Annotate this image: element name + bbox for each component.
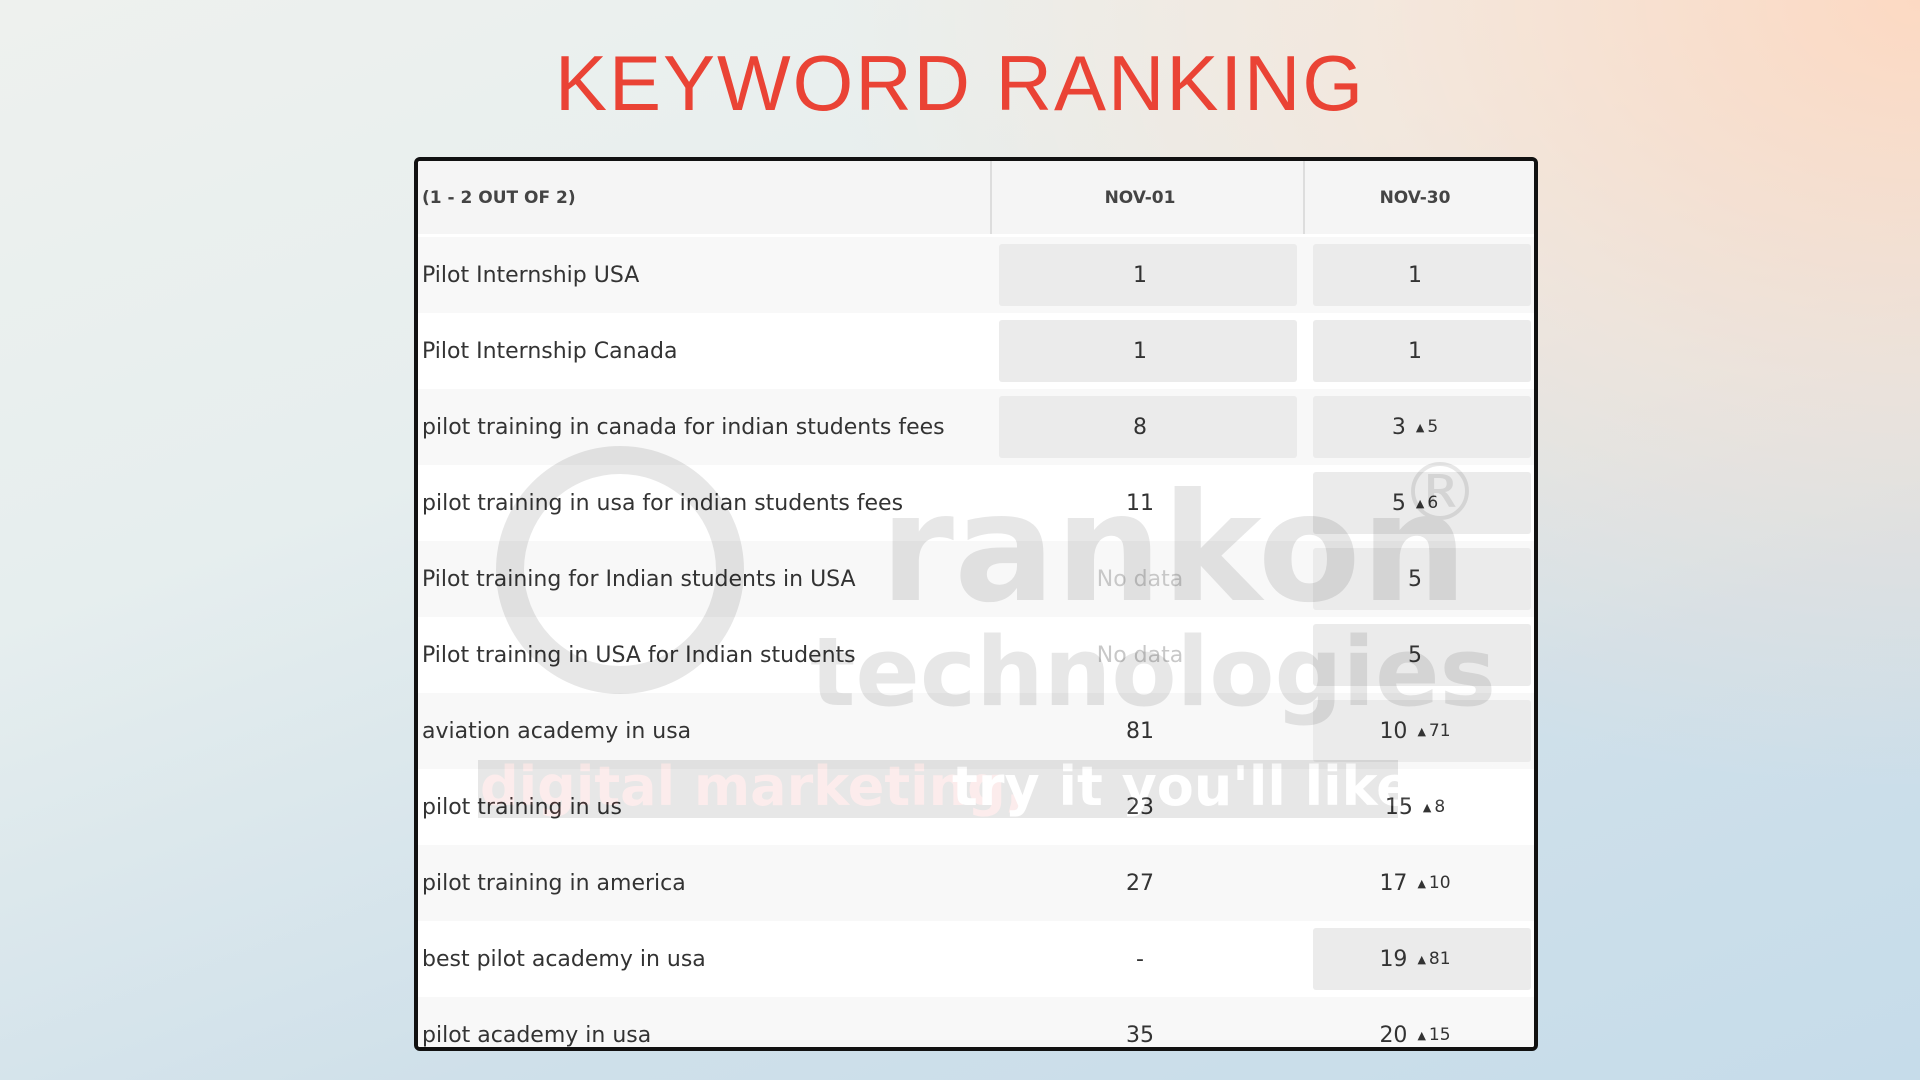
rank-cell-nov30: 1	[1304, 237, 1526, 313]
header-cell: NOV-30	[1379, 187, 1451, 208]
cell-highlight	[999, 320, 1297, 382]
rank-cell-nov30: 5	[1304, 541, 1526, 617]
cell-highlight	[1313, 244, 1531, 306]
keyword: Pilot training for Indian students in US…	[422, 566, 856, 592]
rank-nov01: 23	[1126, 794, 1154, 820]
rank-nov30: 1	[1408, 262, 1422, 288]
rank-change: 71	[1428, 721, 1451, 741]
cell-highlight	[1313, 548, 1531, 610]
change-arrow: ▲	[1417, 952, 1426, 966]
keyword: best pilot academy in usa	[422, 946, 706, 972]
change-arrow: ▲	[1415, 496, 1425, 510]
rank-change: 81	[1428, 949, 1451, 969]
rank-nov30: 3	[1391, 414, 1406, 440]
rank-cell-nov30: 1	[1304, 313, 1526, 389]
rank-nov01: 11	[1126, 490, 1154, 516]
page-title: KEYWORD RANKING	[554, 39, 1366, 127]
table-row: Pilot training in USA for Indian student…	[418, 617, 1534, 693]
change-arrow: ▲	[1417, 724, 1426, 738]
rank-nov01: 1	[1133, 262, 1147, 288]
rank-nov01: 1	[1133, 338, 1147, 364]
cell-highlight	[1313, 928, 1531, 990]
rank-nov01: 35	[1126, 1022, 1154, 1048]
table-row: pilot training in us 23 15 ▲ 8	[418, 769, 1534, 845]
rank-nov30: 15	[1384, 794, 1413, 820]
keyword: aviation academy in usa	[422, 718, 692, 744]
change-arrow: ▲	[1422, 800, 1432, 814]
rank-nov30: 1	[1408, 338, 1422, 364]
table-row: Pilot training for Indian students in US…	[418, 541, 1534, 617]
rank-nov30: 17	[1379, 870, 1408, 896]
rank-change: 10	[1428, 873, 1451, 893]
table-row: best pilot academy in usa - 19 ▲ 81	[418, 921, 1534, 997]
rank-nov30: 5	[1408, 566, 1422, 592]
rank-change: 6	[1427, 493, 1439, 513]
rank-nov30: 5	[1391, 490, 1406, 516]
rank-nov30: 19	[1379, 946, 1408, 972]
rank-cell-nov30: 15 ▲ 8	[1304, 769, 1526, 845]
rank-nov30: 5	[1408, 642, 1422, 668]
table-row: pilot academy in usa 35 20 ▲ 15	[418, 997, 1534, 1048]
keyword: Pilot training in USA for Indian student…	[422, 642, 856, 668]
rank-cell-nov30: 19 ▲ 81	[1304, 921, 1526, 997]
cell-highlight	[1313, 700, 1531, 762]
header-cell: NOV-01	[1104, 187, 1176, 208]
cell-highlight	[999, 244, 1297, 306]
rank-cell-nov30: 10 ▲ 71	[1304, 693, 1526, 769]
separator	[990, 161, 992, 234]
rank-nov01: 8	[1133, 414, 1147, 440]
rank-nov01: 81	[1126, 718, 1154, 744]
rank-change: 15	[1428, 1025, 1451, 1045]
table-header: (1 - 2 OUT OF 2) NOV-01 NOV-30	[418, 161, 1534, 234]
table-row: Pilot Internship USA 1 1	[418, 237, 1534, 313]
change-arrow: ▲	[1415, 420, 1425, 434]
keyword: pilot academy in usa	[422, 1022, 652, 1048]
table-row: pilot training in canada for indian stud…	[418, 389, 1534, 465]
cell-highlight	[1313, 472, 1531, 534]
keyword: Pilot Internship USA	[422, 262, 640, 288]
rank-cell-nov30: 5	[1304, 617, 1526, 693]
keyword: pilot training in us	[422, 794, 622, 820]
rank-nov01: 27	[1126, 870, 1154, 896]
rank-nov30: 10	[1379, 718, 1408, 744]
rank-cell-nov30: 5 ▲ 6	[1304, 465, 1526, 541]
rank-nov01: No data	[1096, 566, 1184, 592]
rank-change: 8	[1434, 797, 1446, 817]
rank-cell-nov30: 20 ▲ 15	[1304, 997, 1526, 1048]
header-cell: (1 - 2 OUT OF 2)	[422, 187, 576, 208]
table-row: pilot training in usa for indian student…	[418, 465, 1534, 541]
table-row: Pilot Internship Canada 1 1	[418, 313, 1534, 389]
rank-cell-nov30: 17 ▲ 10	[1304, 845, 1526, 921]
keyword: pilot training in america	[422, 870, 686, 896]
cell-highlight	[999, 396, 1297, 458]
change-arrow: ▲	[1417, 876, 1426, 890]
keyword: Pilot Internship Canada	[422, 338, 678, 364]
separator	[1303, 161, 1305, 234]
keyword: pilot training in canada for indian stud…	[422, 414, 945, 440]
change-arrow: ▲	[1417, 1028, 1426, 1042]
table-row: pilot training in america 27 17 ▲ 10	[418, 845, 1534, 921]
cell-highlight	[1313, 624, 1531, 686]
rank-nov01: No data	[1096, 642, 1184, 668]
rank-cell-nov30: 3 ▲ 5	[1304, 389, 1526, 465]
keyword: pilot training in usa for indian student…	[422, 490, 904, 516]
cell-highlight	[1313, 396, 1531, 458]
ranking-table: (1 - 2 OUT OF 2) NOV-01 NOV-30 Pilot Int…	[414, 157, 1538, 1051]
rank-change: 5	[1427, 417, 1439, 437]
table-row: aviation academy in usa 81 10 ▲ 71	[418, 693, 1534, 769]
rank-nov30: 20	[1379, 1022, 1408, 1048]
cell-highlight	[1313, 320, 1531, 382]
rank-nov01: -	[1136, 946, 1144, 972]
